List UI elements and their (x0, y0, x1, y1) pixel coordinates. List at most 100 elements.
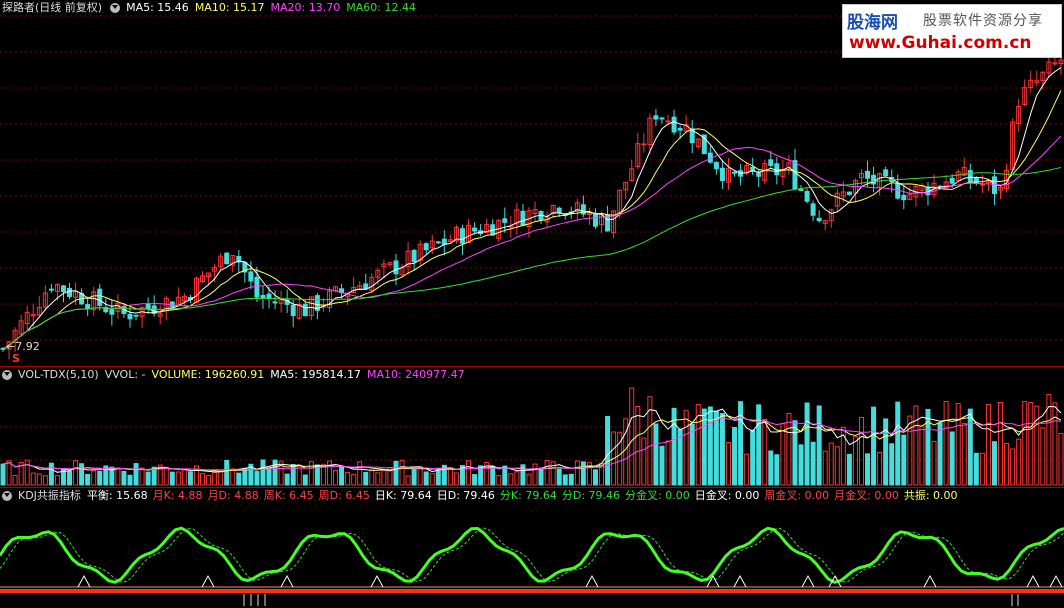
volume-bar (732, 426, 738, 486)
candle-body (768, 159, 774, 166)
volume-bar (314, 464, 320, 486)
candle-body (514, 209, 520, 225)
kdj-panel[interactable]: KDJ共振指标 平衡: 15.68 月K: 4.88 月D: 4.88 周K: 6.4… (0, 488, 1064, 608)
volume-bar (381, 470, 387, 486)
volume-bar (302, 474, 308, 486)
candle-body (242, 262, 248, 273)
candle-body (248, 271, 254, 282)
volume-bar (508, 473, 514, 486)
candle-body (224, 252, 230, 265)
kdj-k-line (0, 526, 1064, 584)
volume-bar (961, 423, 967, 486)
volume-bar (308, 461, 314, 486)
volume-bar (592, 469, 598, 486)
kdj-toggle-icon[interactable] (2, 491, 12, 501)
resonance-triangle (585, 574, 599, 588)
volume-bar (290, 463, 296, 486)
candle-body (103, 306, 109, 313)
volume-bar (937, 422, 943, 486)
volume-bar (846, 453, 852, 486)
candle-body (54, 284, 60, 292)
volume-bar (399, 459, 405, 486)
volume-bar (919, 425, 925, 486)
volume-bar (520, 464, 526, 486)
volume-chart[interactable] (0, 367, 1064, 487)
volume-bar (393, 460, 399, 486)
price-panel[interactable]: 探路者(日线 前复权) MA5: 15.46 MA10: 15.17 MA20:… (0, 0, 1064, 366)
volume-bar (822, 450, 828, 486)
volume-title: VOL-TDX(5,10) (18, 368, 99, 381)
candle-body (181, 295, 187, 302)
kdj-d-line (0, 527, 1064, 583)
candle-body (484, 224, 490, 233)
candle-body (816, 217, 822, 222)
candle-body (871, 174, 877, 185)
volume-bar (236, 472, 242, 486)
volume-bar (858, 416, 864, 486)
price-header: 探路者(日线 前复权) MA5: 15.46 MA10: 15.17 MA20:… (0, 0, 422, 16)
candle-body (12, 330, 18, 344)
volume-bar (828, 442, 834, 486)
volume-bar (260, 459, 266, 486)
candle-body (472, 227, 478, 232)
volume-bar (121, 470, 127, 486)
volume-bar (719, 413, 725, 486)
volume-bar (42, 475, 48, 486)
candle-body (429, 240, 435, 249)
ma5-label: MA5: 15.46 (126, 1, 189, 14)
low-arrow-icon: ← (6, 340, 16, 353)
resonance-triangle (733, 574, 747, 588)
candle-body (381, 263, 387, 268)
volume-bar (447, 467, 453, 486)
candle-body (24, 311, 30, 325)
candlestick-chart[interactable] (0, 0, 1064, 366)
candle-body (411, 249, 417, 263)
volume-bar (701, 408, 707, 486)
volume-bar (109, 466, 115, 486)
candle-body (556, 207, 562, 214)
volume-bar (1052, 402, 1058, 486)
ma20-label: MA20: 13.70 (270, 1, 341, 14)
volume-bar (417, 466, 423, 486)
volume-bar (151, 466, 157, 486)
volume-bar (629, 387, 635, 486)
panel-divider (0, 487, 1064, 488)
volume-bar (744, 453, 750, 486)
candle-body (629, 168, 635, 182)
volume-panel[interactable]: VOL-TDX(5,10) VVOL: - VOLUME: 196260.91 … (0, 367, 1064, 487)
volume-bar (750, 429, 756, 486)
volume-bar (774, 454, 780, 486)
candle-body (883, 169, 889, 177)
resonance-triangle (1026, 574, 1040, 588)
volume-bar (0, 463, 6, 486)
candle-body (272, 301, 278, 304)
volume-toggle-icon[interactable] (2, 370, 12, 380)
volume-bar (804, 402, 810, 486)
candle-body (206, 272, 212, 278)
volume-bar (242, 467, 248, 486)
volume-bar (973, 452, 979, 486)
settings-toggle-icon[interactable] (110, 3, 121, 13)
volume-bar (411, 468, 417, 486)
candle-body (423, 243, 429, 251)
volume-bar (54, 475, 60, 486)
volume-bar (834, 446, 840, 486)
candle-body (526, 210, 532, 227)
candle-body (574, 202, 580, 212)
candle-body (647, 117, 653, 146)
volume-bar (345, 471, 351, 486)
volume-bar (175, 471, 181, 486)
candle-body (260, 295, 266, 299)
volume-bar (689, 423, 695, 486)
resonance-triangle (801, 574, 815, 588)
volume-bar (212, 472, 218, 486)
ma-line-60 (2, 167, 1062, 350)
volume-bar (200, 473, 206, 486)
ma60-label: MA60: 12.44 (346, 1, 416, 14)
volume-bar (466, 460, 472, 486)
kdj-item: 分K: 79.64 (499, 489, 557, 502)
candle-body (48, 288, 54, 291)
candle-body (435, 241, 441, 244)
kdj-chart[interactable] (0, 488, 1064, 608)
volume-bar (423, 471, 429, 486)
